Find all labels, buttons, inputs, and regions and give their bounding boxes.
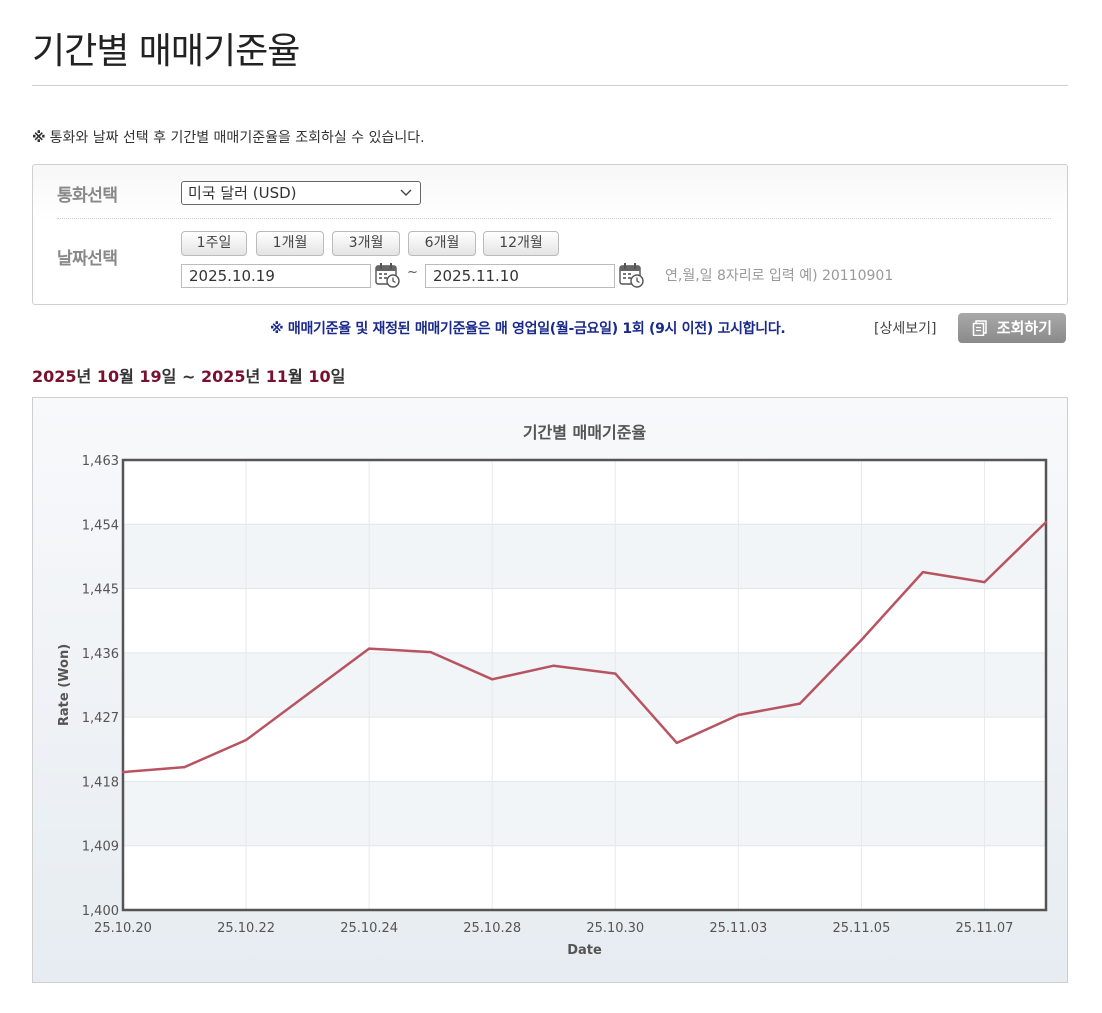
x-axis-label: Date [567, 943, 602, 958]
calendar-icon[interactable] [619, 262, 645, 288]
notice-body: 통화와 날짜 선택 후 기간별 매매기준율을 조회하실 수 있습니다. [49, 130, 425, 146]
range-unit-month: 월 [119, 367, 140, 386]
data-point [429, 650, 432, 654]
document-icon [972, 320, 987, 336]
grid-band [123, 524, 1046, 589]
row-divider [57, 218, 1051, 219]
data-point [244, 738, 248, 742]
range-end-month: 11 [265, 367, 289, 386]
y-tick-label: 1,445 [82, 583, 119, 598]
x-tick-label: 25.10.20 [94, 921, 152, 936]
y-tick-label: 1,436 [82, 647, 119, 662]
period-3month-button[interactable]: 3개월 [332, 231, 400, 256]
range-separator: ~ [176, 367, 201, 386]
x-tick-label: 25.10.22 [217, 921, 275, 936]
range-unit-day: 일 [330, 367, 346, 386]
data-point [737, 713, 740, 717]
range-start-year: 2025 [32, 367, 77, 386]
start-date-input[interactable]: 2025.10.19 [181, 264, 371, 288]
detail-link[interactable]: [상세보기] [874, 321, 937, 337]
data-point [921, 570, 925, 574]
range-unit-day: 일 [161, 367, 177, 386]
range-start-day: 19 [139, 367, 162, 386]
y-tick-label: 1,463 [82, 454, 119, 469]
y-tick-label: 1,418 [82, 775, 119, 790]
range-unit-month: 월 [288, 367, 309, 386]
period-12month-button[interactable]: 12개월 [483, 231, 559, 256]
plot-frame [121, 458, 1048, 912]
title-divider [32, 85, 1068, 86]
period-1week-button[interactable]: 1주일 [181, 231, 247, 256]
y-tick-label: 1,400 [82, 904, 119, 919]
currency-label: 통화선택 [57, 186, 118, 206]
range-unit-year: 년 [76, 367, 97, 386]
y-tick-label: 1,427 [82, 711, 119, 726]
data-point [983, 580, 986, 584]
data-point [121, 770, 125, 774]
selected-range: 2025년 10월 19일 ~ 2025년 11월 10일 [32, 363, 345, 387]
x-tick-label: 25.10.28 [463, 921, 521, 936]
data-point [860, 638, 863, 642]
calendar-icon[interactable] [375, 262, 401, 288]
grid-band [123, 781, 1046, 846]
date-range-separator: ~ [407, 265, 418, 280]
x-tick-label: 25.11.07 [956, 921, 1014, 936]
search-button[interactable]: 조회하기 [958, 313, 1066, 343]
range-start-month: 10 [96, 367, 120, 386]
x-tick-label: 25.11.05 [832, 921, 890, 936]
chevron-down-icon [400, 189, 412, 196]
y-tick-label: 1,409 [82, 840, 119, 855]
x-tick-label: 25.10.30 [586, 921, 644, 936]
data-point [614, 672, 617, 675]
range-unit-year: 년 [245, 367, 266, 386]
filter-panel: 통화선택 미국 달러 (USD) 날짜선택 1주일 1개월 3개월 6개월 12… [32, 164, 1068, 305]
data-point [675, 741, 678, 745]
data-point [491, 678, 494, 681]
publication-notice: ※ 매매기준율 및 재정된 매매기준율은 매 영업일(월-금요일) 1회 (9시… [270, 321, 786, 337]
y-axis-label: Rate (Won) [57, 644, 72, 726]
range-end-day: 10 [308, 367, 331, 386]
data-point [1044, 520, 1048, 524]
data-point [798, 702, 802, 705]
period-1month-button[interactable]: 1개월 [256, 231, 324, 256]
chart-panel: 1,400 1,409 1,418 1,427 1,436 1,445 1,454 1,463… [32, 397, 1068, 983]
chart-title: 기간별 매매기준율 [523, 423, 647, 442]
date-format-hint: 연,월,일 8자리로 입력 예) 20110901 [665, 268, 894, 284]
notice-mark: ※ [32, 130, 46, 146]
period-6month-button[interactable]: 6개월 [408, 231, 476, 256]
data-point [552, 664, 555, 667]
page-title: 기간별 매매기준율 [32, 31, 300, 72]
y-tick-label: 1,454 [82, 518, 119, 533]
x-tick-label: 25.10.24 [340, 921, 398, 936]
search-button-label: 조회하기 [996, 319, 1052, 337]
notice-text: ※ 통화와 날짜 선택 후 기간별 매매기준율을 조회하실 수 있습니다. [32, 128, 425, 148]
currency-select-value: 미국 달러 (USD) [188, 184, 297, 202]
date-label: 날짜선택 [57, 249, 118, 269]
grid-band [123, 652, 1046, 718]
currency-select[interactable]: 미국 달러 (USD) [181, 181, 421, 205]
end-date-input[interactable]: 2025.11.10 [425, 264, 615, 288]
data-point [183, 765, 186, 769]
data-point [367, 647, 371, 650]
range-end-year: 2025 [200, 367, 246, 386]
data-point [306, 693, 309, 696]
rate-series-line [122, 521, 1047, 774]
x-tick-label: 25.11.03 [709, 921, 767, 936]
rate-line-chart: 1,400 1,409 1,418 1,427 1,436 1,445 1,454 1,463… [57, 423, 1048, 958]
